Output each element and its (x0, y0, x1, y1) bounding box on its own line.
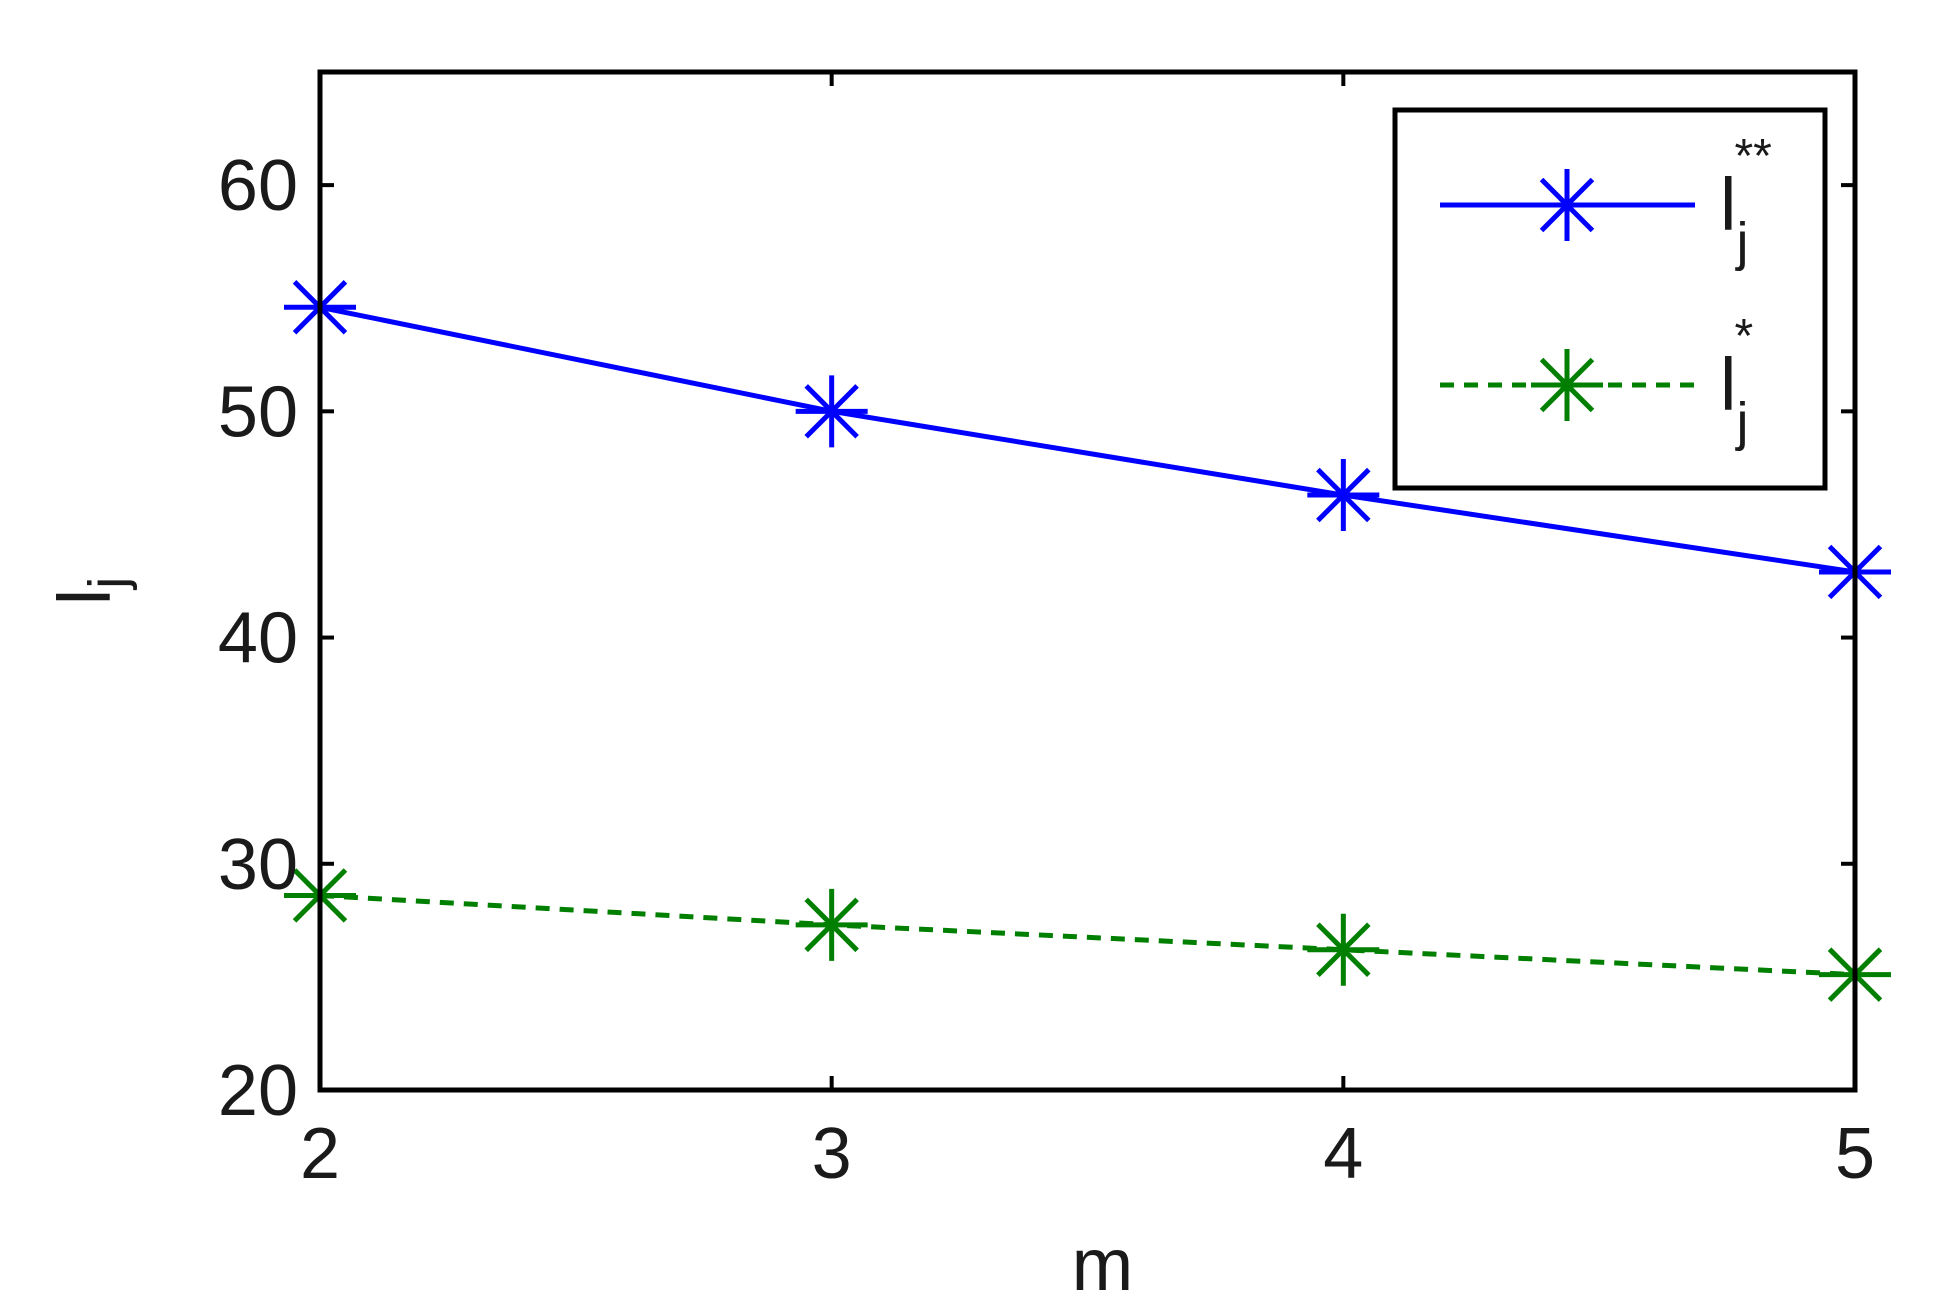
legend-marker (1531, 169, 1603, 241)
marker-stroke (804, 897, 859, 953)
legend: lj**lj* (1392, 107, 1828, 491)
legend-entry: lj * (1440, 310, 1753, 452)
ticks-layer (318, 72, 1857, 1092)
data-point-marker (795, 375, 868, 448)
legend-marker (1531, 349, 1603, 421)
marker-stroke (1539, 357, 1595, 413)
x-tick-label: 4 (1323, 1114, 1363, 1194)
data-point-marker (795, 888, 868, 961)
legend-entries: lj**lj* (1440, 130, 1772, 452)
legend-label-subscript: j (1734, 212, 1748, 272)
series-2 (284, 859, 1891, 1011)
legend-label: lj ** (1720, 130, 1772, 272)
data-point-marker (1307, 913, 1380, 986)
y-axis-label: lj (43, 577, 138, 605)
legend-label: lj * (1720, 310, 1753, 452)
series-layer (284, 271, 1891, 1011)
legend-label-subscript: j (1734, 392, 1748, 452)
series-line (319, 892, 1856, 978)
legend-entry: lj ** (1440, 130, 1772, 272)
x-axis-label: m (1072, 1223, 1134, 1306)
legend-label-superscript: * (1734, 310, 1753, 363)
legend-label-main: l (1720, 343, 1736, 426)
plot-frame (317, 69, 1858, 1093)
series-line (319, 304, 1856, 575)
legend-label-main: l (1720, 163, 1736, 246)
legend-label-superscript: ** (1734, 130, 1771, 183)
x-tick-label: 2 (300, 1114, 340, 1194)
x-tick-label: 3 (812, 1114, 852, 1194)
marker-stroke (1316, 922, 1371, 977)
labels-layer: 2 3 4 5 20 30 40 50 60 (218, 146, 1875, 1194)
marker-stroke (1316, 467, 1371, 523)
x-tick-label: 5 (1835, 1114, 1875, 1194)
y-tick-label: 20 (218, 1051, 298, 1131)
y-axis-label-main: l (43, 589, 126, 605)
y-tick-label: 60 (218, 146, 298, 226)
y-axis-label-subscript: j (78, 577, 138, 591)
data-point-marker (1307, 459, 1380, 532)
marker-stroke (1539, 177, 1595, 233)
legend-box (1392, 107, 1828, 491)
y-tick-label: 50 (218, 372, 298, 452)
y-tick-label: 30 (218, 825, 298, 905)
y-tick-label: 40 (218, 599, 298, 679)
marker-stroke (804, 384, 859, 439)
